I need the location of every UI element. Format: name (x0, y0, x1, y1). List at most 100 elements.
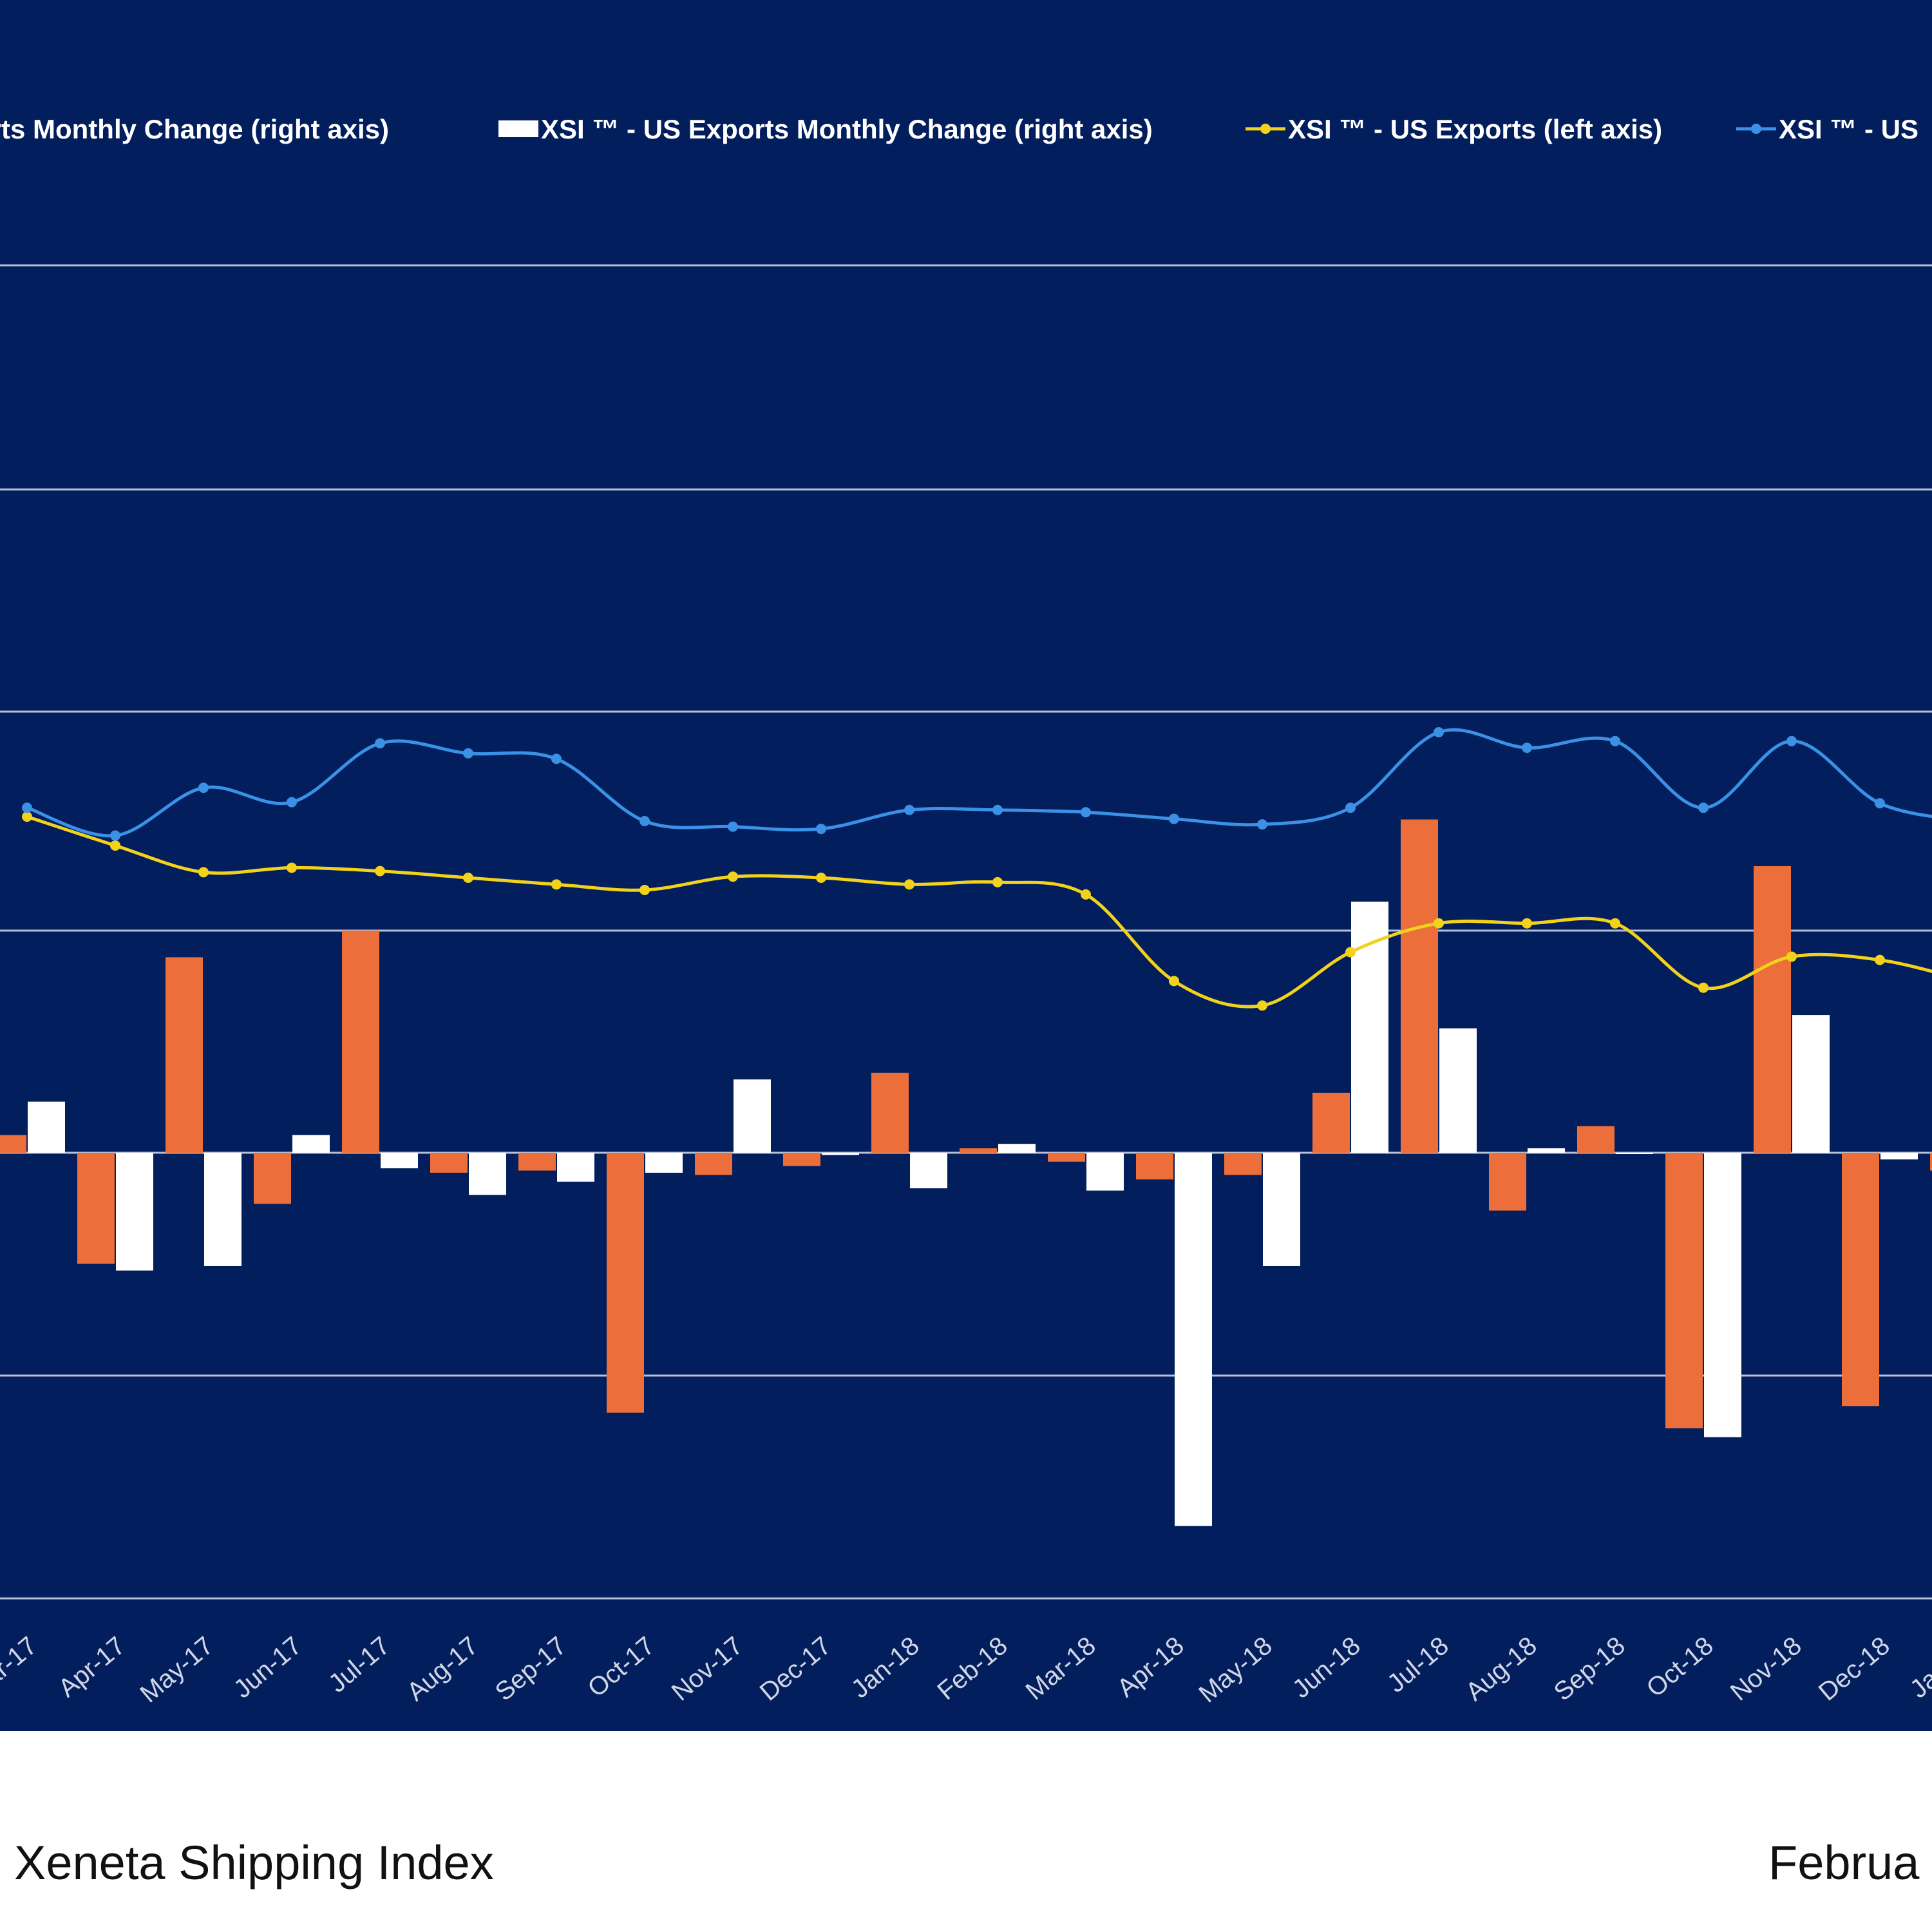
line-point (992, 876, 1003, 887)
bar (0, 1135, 26, 1153)
bar (204, 1153, 242, 1266)
bar (1880, 1153, 1918, 1160)
x-tick-label: Jul-18 (1382, 1631, 1454, 1698)
bar (607, 1153, 644, 1413)
x-tick-label: Mar-18 (1020, 1631, 1101, 1705)
bar (116, 1153, 153, 1271)
line-point (463, 748, 473, 759)
line-point (639, 816, 650, 826)
bar (910, 1153, 947, 1189)
x-tick-label: Aug-18 (1461, 1631, 1542, 1707)
x-tick-label: Jul-17 (323, 1631, 395, 1698)
bar (518, 1153, 556, 1171)
grid-lines (0, 264, 1932, 1600)
bar (783, 1153, 820, 1166)
line-point (1257, 819, 1267, 830)
line-point (816, 824, 826, 835)
x-tick-label: Mar-17 (0, 1631, 43, 1705)
line-point (639, 884, 650, 895)
bar (1263, 1153, 1300, 1266)
line-point (287, 862, 297, 873)
line-point (22, 811, 32, 822)
line-point (287, 797, 297, 808)
line-point (1522, 743, 1532, 753)
bar (1489, 1153, 1526, 1211)
bar (1528, 1148, 1565, 1153)
bar (960, 1148, 997, 1153)
line-point (110, 840, 120, 851)
bar (166, 957, 203, 1153)
line-point (198, 782, 209, 793)
line-point (1610, 918, 1620, 929)
combo-chart: orts Monthly Change (right axis) XSI ™ - … (0, 114, 1932, 1709)
line-point (375, 738, 385, 749)
line-point (904, 879, 914, 890)
bar (998, 1144, 1036, 1153)
bar (1665, 1153, 1703, 1428)
x-tick-label: Oct-17 (583, 1631, 660, 1703)
us-imports-line (26, 728, 1932, 838)
legend-label: orts Monthly Change (right axis) (0, 114, 389, 144)
bar (381, 1153, 418, 1169)
bar (1792, 1015, 1830, 1153)
bar (1439, 1028, 1477, 1153)
line-point (816, 872, 826, 883)
x-tick-label: Sep-17 (490, 1631, 572, 1707)
line-point (463, 872, 473, 883)
bar (1086, 1153, 1124, 1191)
line-point (1434, 727, 1444, 737)
bar (1842, 1153, 1879, 1406)
x-tick-label: Dec-18 (1814, 1631, 1895, 1707)
line-point (728, 821, 738, 832)
x-tick-label: Jan-19 (1905, 1631, 1932, 1703)
bar (734, 1079, 771, 1153)
x-tick-label: Nov-17 (667, 1631, 748, 1707)
bar (1312, 1092, 1350, 1153)
line-point (1257, 1000, 1267, 1011)
bar (822, 1153, 859, 1155)
line-point (992, 804, 1003, 815)
chart-panel: orts Monthly Change (right axis) XSI ™ - … (0, 0, 1932, 1731)
bar (1577, 1126, 1615, 1153)
line-point (1081, 807, 1091, 818)
line-point (551, 753, 562, 764)
line-point (1786, 951, 1797, 962)
x-tick-label: Aug-17 (402, 1631, 484, 1707)
bar (28, 1101, 65, 1153)
line-point (22, 802, 32, 813)
bar (1401, 819, 1438, 1153)
bar (342, 931, 379, 1153)
line-point (1522, 918, 1532, 929)
bar (1048, 1153, 1085, 1162)
x-tick-label: Feb-18 (932, 1631, 1012, 1705)
x-tick-label: Sep-18 (1549, 1631, 1631, 1707)
legend-swatch (498, 120, 538, 137)
bar (77, 1153, 115, 1264)
legend-label: XSI ™ - US (1779, 114, 1918, 144)
x-tick-label: Jan-18 (846, 1631, 925, 1703)
line-point (1786, 735, 1797, 746)
bar (1704, 1153, 1741, 1437)
bars (0, 819, 1932, 1526)
x-tick-label: May-17 (135, 1631, 218, 1708)
legend: orts Monthly Change (right axis) XSI ™ - … (0, 114, 1918, 144)
line-point (1698, 982, 1709, 993)
bar (871, 1072, 909, 1153)
bar (292, 1135, 330, 1153)
line-point (904, 804, 914, 815)
us-exports-line (26, 815, 1932, 1009)
line-point (728, 871, 738, 882)
bar (430, 1153, 468, 1173)
line-point (1434, 918, 1444, 929)
bar (1175, 1153, 1212, 1526)
line-point (1345, 947, 1356, 958)
footer-source: Xeneta Shipping Index (14, 1836, 494, 1889)
line-point (375, 866, 385, 876)
line-point (1081, 889, 1091, 900)
x-tick-label: Jun-17 (229, 1631, 307, 1703)
legend-swatch-point (1260, 124, 1271, 134)
x-tick-label: Apr-18 (1112, 1631, 1189, 1703)
bar (645, 1153, 683, 1173)
bar (1754, 866, 1791, 1153)
line-point (1698, 802, 1709, 813)
